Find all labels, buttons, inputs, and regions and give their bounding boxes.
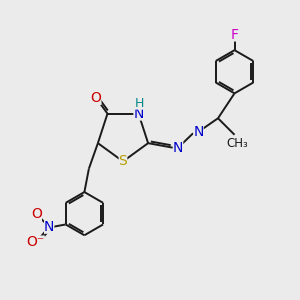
Text: O⁻: O⁻ bbox=[27, 236, 45, 250]
Text: H: H bbox=[134, 97, 144, 110]
Text: O: O bbox=[31, 207, 42, 221]
Text: F: F bbox=[230, 28, 238, 42]
Text: CH₃: CH₃ bbox=[226, 137, 248, 150]
Text: N: N bbox=[44, 220, 54, 234]
Text: N: N bbox=[193, 125, 204, 139]
Text: N: N bbox=[133, 106, 144, 121]
Text: N: N bbox=[173, 141, 183, 155]
Text: S: S bbox=[118, 154, 127, 168]
Text: O: O bbox=[91, 91, 101, 105]
